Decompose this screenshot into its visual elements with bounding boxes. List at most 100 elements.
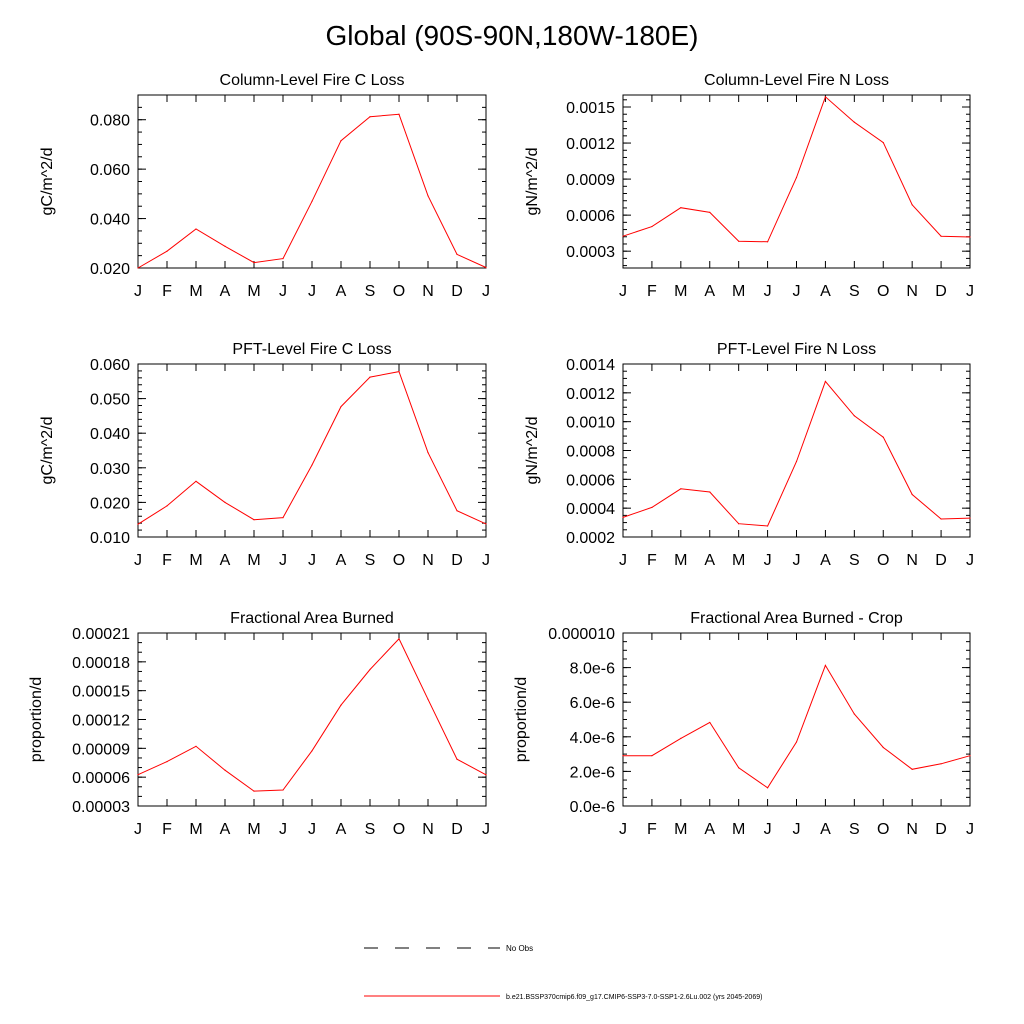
y-axis-label: proportion/d	[513, 677, 530, 762]
y-tick-label: 4.0e-6	[570, 730, 615, 747]
y-tick-label: 0.060	[90, 162, 130, 179]
data-point	[137, 267, 139, 269]
data-point	[882, 746, 884, 749]
x-tick-label: M	[189, 821, 202, 838]
x-tick-label: D	[451, 552, 463, 569]
plot-frame	[137, 94, 487, 269]
data-point	[195, 228, 197, 230]
x-tick-label: D	[935, 821, 947, 838]
data-point	[224, 501, 226, 503]
data-point	[940, 235, 942, 237]
x-tick-label: J	[966, 821, 974, 838]
x-tick-label: M	[674, 552, 687, 569]
x-tick-label: N	[422, 552, 434, 569]
x-tick-label: N	[906, 283, 918, 300]
x-tick-label: O	[877, 552, 889, 569]
data-point	[398, 371, 400, 373]
data-point	[485, 774, 487, 776]
data-point	[369, 668, 371, 671]
x-tick-label: N	[422, 283, 434, 300]
x-tick-label: J	[279, 821, 287, 838]
data-point	[680, 207, 682, 209]
x-tick-label: O	[393, 821, 405, 838]
data-point	[166, 760, 168, 763]
x-tick-label: A	[704, 283, 715, 300]
y-tick-label: 0.0012	[566, 136, 615, 153]
data-point	[795, 460, 798, 463]
y-tick-label: 2.0e-6	[570, 764, 615, 781]
y-tick-label: 0.060	[90, 357, 130, 374]
data-point	[969, 755, 971, 757]
x-tick-label: S	[849, 552, 860, 569]
y-tick-label: 0.00015	[72, 684, 130, 701]
data-point	[824, 664, 827, 666]
data-point	[485, 523, 487, 525]
series-line	[623, 664, 971, 789]
data-point	[680, 737, 682, 739]
x-tick-label: J	[134, 552, 142, 569]
x-tick-label: M	[189, 552, 202, 569]
x-tick-label: F	[162, 821, 172, 838]
x-tick-label: J	[793, 821, 801, 838]
x-tick-label: O	[393, 552, 405, 569]
data-point	[137, 523, 139, 525]
data-point	[709, 721, 711, 724]
panel-title: Column-Level Fire C Loss	[220, 72, 405, 89]
data-point	[766, 241, 769, 243]
data-point	[224, 769, 226, 771]
y-tick-label: 0.0008	[566, 444, 615, 461]
y-axis-label: gN/m^2/d	[524, 148, 541, 216]
data-point	[456, 758, 458, 760]
x-tick-label: A	[704, 552, 715, 569]
y-tick-label: 0.00012	[72, 713, 130, 730]
plot-frame	[137, 632, 487, 807]
y-tick-label: 6.0e-6	[570, 695, 615, 712]
x-tick-label: J	[134, 821, 142, 838]
x-tick-label: A	[220, 552, 231, 569]
data-point	[456, 253, 458, 256]
data-point	[622, 516, 624, 518]
panel-title: PFT-Level Fire N Loss	[717, 341, 876, 358]
x-tick-label: M	[674, 821, 687, 838]
data-point	[680, 488, 682, 490]
x-tick-label: F	[647, 552, 657, 569]
x-tick-label: J	[619, 552, 627, 569]
panel-title: PFT-Level Fire C Loss	[232, 341, 391, 358]
y-tick-label: 0.00003	[72, 799, 130, 816]
series-line	[137, 637, 487, 792]
y-tick-label: 0.00006	[72, 770, 130, 787]
y-tick-label: 0.020	[90, 495, 130, 512]
data-point	[282, 258, 284, 260]
x-tick-label: A	[336, 821, 347, 838]
data-point	[911, 204, 913, 206]
y-tick-label: 0.030	[90, 461, 130, 478]
data-point	[651, 755, 653, 757]
y-tick-label: 0.0006	[566, 208, 615, 225]
data-point	[427, 451, 429, 454]
y-tick-label: 0.0014	[566, 357, 615, 374]
y-tick-label: 0.050	[90, 392, 130, 409]
data-point	[911, 768, 913, 770]
data-point	[311, 200, 313, 202]
x-tick-label: A	[704, 821, 715, 838]
data-point	[795, 176, 798, 179]
data-point	[940, 763, 942, 765]
series-line	[622, 95, 971, 243]
x-tick-label: J	[793, 283, 801, 300]
x-tick-label: M	[247, 821, 260, 838]
data-point	[738, 767, 740, 769]
data-point	[456, 510, 458, 512]
x-tick-label: J	[619, 821, 627, 838]
y-tick-label: 0.020	[90, 261, 130, 278]
data-point	[911, 493, 913, 496]
data-point	[224, 245, 226, 247]
data-point	[369, 116, 371, 118]
y-axis-label: gN/m^2/d	[524, 417, 541, 485]
data-point	[824, 96, 827, 98]
series-line	[137, 371, 487, 525]
data-point	[340, 704, 342, 706]
data-point	[824, 380, 827, 383]
